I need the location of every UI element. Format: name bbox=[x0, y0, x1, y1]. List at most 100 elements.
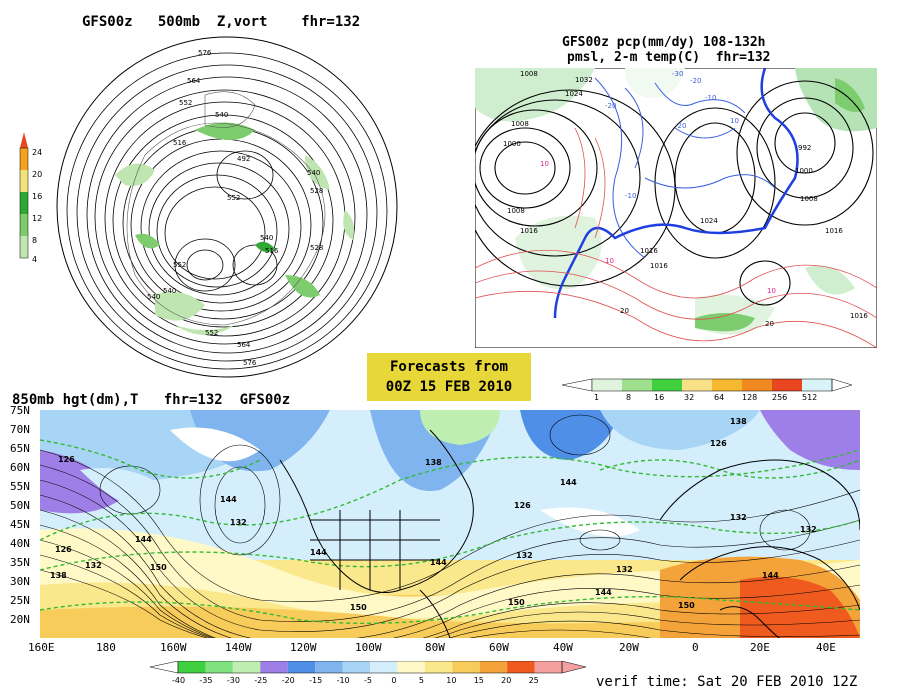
svg-text:1008: 1008 bbox=[800, 195, 818, 203]
svg-text:150: 150 bbox=[678, 601, 695, 610]
temp-tick: -35 bbox=[199, 676, 212, 685]
temp-swatch bbox=[232, 661, 261, 673]
precip-tick: 256 bbox=[772, 393, 787, 402]
svg-text:528: 528 bbox=[310, 244, 323, 252]
svg-text:1016: 1016 bbox=[650, 262, 668, 270]
lon-label: 80W bbox=[425, 641, 445, 654]
precip-tick: 32 bbox=[684, 393, 694, 402]
svg-text:1016: 1016 bbox=[850, 312, 868, 320]
lat-label: 70N bbox=[10, 423, 30, 436]
temp-swatch bbox=[397, 661, 425, 673]
precip-tick: 8 bbox=[626, 393, 631, 402]
svg-text:576: 576 bbox=[198, 49, 212, 57]
svg-text:144: 144 bbox=[310, 548, 327, 557]
svg-text:10: 10 bbox=[605, 257, 614, 265]
temp-tick: -15 bbox=[309, 676, 322, 685]
coastlines bbox=[126, 91, 326, 326]
lat-label: 30N bbox=[10, 575, 30, 588]
lat-label: 20N bbox=[10, 613, 30, 626]
temp-swatches bbox=[178, 661, 562, 673]
forecast-init-line1: Forecasts from bbox=[389, 359, 508, 375]
temp-tick: 5 bbox=[419, 676, 424, 685]
lat-label: 50N bbox=[10, 499, 30, 512]
svg-text:492: 492 bbox=[237, 155, 250, 163]
panel-precip-title-line1: GFS00z pcp(mm/dy) 108-132h bbox=[562, 35, 766, 50]
svg-text:138: 138 bbox=[730, 417, 747, 426]
svg-text:138: 138 bbox=[425, 458, 442, 467]
lon-label: 60W bbox=[489, 641, 509, 654]
svg-text:-10: -10 bbox=[705, 94, 716, 102]
svg-text:150: 150 bbox=[508, 598, 525, 607]
vort-tick: 8 bbox=[32, 236, 37, 245]
precip-tick: 512 bbox=[802, 393, 817, 402]
temp-swatch bbox=[315, 661, 343, 673]
panel-500mb-map: 576 564 552 540 516 492 540 528 552 540 … bbox=[56, 36, 398, 378]
lon-label: 160E bbox=[28, 641, 55, 654]
svg-text:126: 126 bbox=[710, 439, 727, 448]
svg-text:10: 10 bbox=[767, 287, 776, 295]
temp-contours bbox=[594, 77, 776, 259]
svg-text:126: 126 bbox=[514, 501, 531, 510]
lon-label: 120W bbox=[290, 641, 317, 654]
svg-text:992: 992 bbox=[798, 144, 811, 152]
lat-label: 65N bbox=[10, 442, 30, 455]
svg-text:132: 132 bbox=[230, 518, 247, 527]
svg-text:126: 126 bbox=[55, 545, 72, 554]
panel-precip-map: 1008 1032 1024 1008 1000 1008 1016 1016 … bbox=[475, 68, 877, 348]
svg-text:-20: -20 bbox=[675, 122, 686, 130]
svg-text:132: 132 bbox=[85, 561, 102, 570]
svg-text:144: 144 bbox=[560, 478, 577, 487]
panel-850mb-map: 126 144 132 126 132 138 144 150 144 144 … bbox=[40, 410, 860, 638]
temp-swatch bbox=[507, 661, 535, 673]
svg-text:564: 564 bbox=[237, 341, 251, 349]
height-labels: 126 144 132 126 132 138 144 150 144 144 … bbox=[50, 417, 817, 612]
temp-swatch bbox=[287, 661, 316, 673]
vort-tick: 16 bbox=[32, 192, 42, 201]
temp-ticks: -40 -35 -30 -25 -20 -15 -10 -5 0 5 10 15 20 25 bbox=[172, 676, 539, 685]
svg-text:540: 540 bbox=[260, 234, 273, 242]
lat-label: 75N bbox=[10, 404, 30, 417]
temp-tick: -5 bbox=[364, 676, 372, 685]
temp-tick: 0 bbox=[391, 676, 396, 685]
lon-label: 140W bbox=[225, 641, 252, 654]
lon-label: 0 bbox=[692, 641, 699, 654]
svg-text:-30: -30 bbox=[672, 70, 683, 78]
svg-text:540: 540 bbox=[147, 293, 160, 301]
svg-text:540: 540 bbox=[307, 169, 320, 177]
temp-tick: 15 bbox=[474, 676, 484, 685]
vort-tick: 20 bbox=[32, 170, 42, 179]
svg-text:10: 10 bbox=[730, 117, 739, 125]
panel-500mb-title: GFS00z 500mb Z,vort fhr=132 bbox=[82, 14, 361, 30]
temp-swatch bbox=[260, 661, 288, 673]
svg-text:150: 150 bbox=[350, 603, 367, 612]
temp-swatch bbox=[424, 661, 453, 673]
svg-text:20: 20 bbox=[620, 307, 629, 315]
temp-tick: -20 bbox=[282, 676, 295, 685]
svg-text:1032: 1032 bbox=[575, 76, 593, 84]
lon-label: 20W bbox=[619, 641, 639, 654]
lat-label: 40N bbox=[10, 537, 30, 550]
vort-tick: 24 bbox=[32, 148, 42, 157]
svg-text:1016: 1016 bbox=[825, 227, 843, 235]
svg-text:132: 132 bbox=[730, 513, 747, 522]
lon-label: 100W bbox=[355, 641, 382, 654]
svg-text:1016: 1016 bbox=[520, 227, 538, 235]
svg-text:144: 144 bbox=[762, 571, 779, 580]
panel-850mb-title: 850mb hgt(dm),T fhr=132 GFS00z bbox=[12, 392, 291, 408]
svg-text:150: 150 bbox=[150, 563, 167, 572]
temp-swatch bbox=[370, 661, 398, 673]
svg-text:132: 132 bbox=[800, 525, 817, 534]
lat-label: 60N bbox=[10, 461, 30, 474]
panel-precip-colorbar: 1 8 16 32 64 128 256 512 bbox=[562, 378, 852, 402]
temp-tick: -10 bbox=[337, 676, 350, 685]
verif-time: verif time: Sat 20 FEB 2010 12Z bbox=[596, 674, 858, 690]
temp-swatch bbox=[534, 661, 562, 673]
svg-text:516: 516 bbox=[265, 247, 279, 255]
svg-text:552: 552 bbox=[205, 329, 218, 337]
precip-tick: 128 bbox=[742, 393, 757, 402]
temp-tick: 20 bbox=[501, 676, 511, 685]
vort-tick: 4 bbox=[32, 255, 37, 264]
svg-text:-20: -20 bbox=[605, 102, 616, 110]
svg-text:10: 10 bbox=[540, 160, 549, 168]
precip-tick: 16 bbox=[654, 393, 664, 402]
